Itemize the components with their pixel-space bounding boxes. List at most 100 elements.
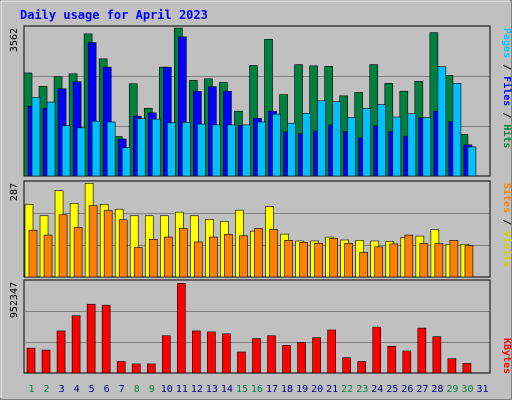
bar-kbytes-day-13 bbox=[207, 331, 216, 374]
bar-sites-day-26 bbox=[404, 234, 414, 278]
bar-sites-day-8 bbox=[133, 247, 143, 278]
legend-separator: / bbox=[501, 213, 512, 231]
bar-sites-day-12 bbox=[194, 241, 203, 278]
x-label-day-18: 18 bbox=[281, 384, 293, 395]
x-label-day-7: 7 bbox=[119, 384, 125, 395]
bar-sites-day-2 bbox=[43, 234, 53, 278]
bar-kbytes-day-29 bbox=[447, 358, 457, 374]
panel-0-max-label: 3562 bbox=[9, 28, 20, 52]
x-label-day-29: 29 bbox=[446, 384, 458, 395]
x-label-day-12: 12 bbox=[191, 384, 203, 395]
bar-kbytes-day-27 bbox=[417, 327, 427, 374]
bar-pages-day-12 bbox=[197, 123, 206, 177]
bar-kbytes-day-3 bbox=[56, 330, 66, 374]
x-label-day-30: 30 bbox=[461, 384, 473, 395]
bar-kbytes-day-10 bbox=[161, 335, 171, 374]
bar-pages-day-15 bbox=[242, 124, 251, 177]
bar-kbytes-day-28 bbox=[432, 336, 442, 374]
bar-kbytes-day-26 bbox=[402, 350, 412, 374]
bar-kbytes-day-7 bbox=[116, 361, 126, 374]
x-label-day-13: 13 bbox=[206, 384, 218, 395]
x-label-day-16: 16 bbox=[251, 384, 263, 395]
legend-separator: / bbox=[501, 58, 512, 76]
bar-pages-day-18 bbox=[287, 122, 296, 177]
x-label-day-26: 26 bbox=[401, 384, 413, 395]
x-label-day-24: 24 bbox=[371, 384, 383, 395]
bar-sites-day-22 bbox=[344, 242, 353, 278]
bar-sites-day-30 bbox=[464, 245, 474, 278]
bar-kbytes-day-2 bbox=[41, 349, 51, 374]
x-label-day-28: 28 bbox=[431, 384, 443, 395]
bar-pages-day-1 bbox=[31, 97, 41, 177]
x-label-day-11: 11 bbox=[176, 384, 188, 395]
bar-sites-day-9 bbox=[148, 239, 158, 278]
panel-0-legend: Pages / Files / Hits bbox=[501, 28, 512, 148]
x-label-day-27: 27 bbox=[416, 384, 428, 395]
chart-title: Daily usage for April 2023 bbox=[20, 8, 208, 22]
bar-pages-day-3 bbox=[61, 125, 71, 177]
panel-1-legend: Sites / Visits bbox=[501, 183, 512, 267]
bar-pages-day-25 bbox=[392, 116, 402, 177]
bar-pages-day-9 bbox=[151, 118, 161, 177]
bar-sites-day-25 bbox=[389, 243, 399, 278]
legend-separator: / bbox=[501, 106, 512, 124]
x-label-day-17: 17 bbox=[266, 384, 278, 395]
legend-pages: Pages bbox=[501, 28, 512, 58]
bar-kbytes-day-24 bbox=[372, 326, 382, 374]
bar-pages-day-21 bbox=[332, 101, 341, 177]
bar-kbytes-day-4 bbox=[71, 315, 81, 374]
bar-pages-day-27 bbox=[422, 117, 432, 177]
bar-pages-day-6 bbox=[106, 121, 116, 177]
bar-kbytes-day-14 bbox=[222, 333, 231, 374]
bar-sites-day-14 bbox=[224, 234, 233, 278]
bar-pages-day-4 bbox=[76, 127, 86, 177]
bar-pages-day-30 bbox=[467, 146, 477, 177]
bar-pages-day-13 bbox=[212, 124, 221, 177]
bar-pages-day-24 bbox=[377, 104, 387, 177]
bar-sites-day-3 bbox=[58, 214, 68, 278]
bar-sites-day-24 bbox=[374, 246, 384, 278]
bar-sites-day-4 bbox=[73, 227, 83, 278]
x-label-day-9: 9 bbox=[149, 384, 155, 395]
bar-pages-day-22 bbox=[347, 117, 356, 177]
bar-pages-day-8 bbox=[136, 118, 146, 177]
x-label-day-14: 14 bbox=[221, 384, 233, 395]
bar-pages-day-5 bbox=[91, 120, 101, 177]
x-label-day-15: 15 bbox=[236, 384, 248, 395]
x-label-day-5: 5 bbox=[89, 384, 95, 395]
bar-sites-day-19 bbox=[299, 241, 308, 278]
bar-sites-day-16 bbox=[254, 228, 263, 278]
x-label-day-10: 10 bbox=[161, 384, 173, 395]
bar-sites-day-28 bbox=[434, 243, 444, 278]
bar-kbytes-day-1 bbox=[26, 347, 36, 374]
bar-sites-day-6 bbox=[103, 210, 113, 278]
bar-pages-day-2 bbox=[46, 101, 56, 177]
legend-hits: Hits bbox=[501, 124, 512, 148]
bar-pages-day-29 bbox=[452, 83, 462, 177]
bar-pages-day-14 bbox=[227, 124, 236, 177]
bar-sites-day-11 bbox=[179, 228, 188, 278]
bar-pages-day-19 bbox=[302, 112, 311, 177]
bar-kbytes-day-22 bbox=[342, 357, 351, 374]
bar-sites-day-15 bbox=[239, 235, 248, 278]
bar-kbytes-day-12 bbox=[192, 330, 201, 374]
x-label-day-20: 20 bbox=[311, 384, 323, 395]
bar-pages-day-17 bbox=[272, 113, 281, 177]
panel-1-max-label: 287 bbox=[9, 183, 20, 201]
bar-pages-day-26 bbox=[407, 113, 417, 177]
bar-kbytes-day-25 bbox=[387, 345, 397, 374]
x-label-day-3: 3 bbox=[59, 384, 65, 395]
bar-kbytes-day-23 bbox=[357, 361, 367, 374]
bar-sites-day-7 bbox=[118, 219, 128, 278]
bar-sites-day-17 bbox=[269, 229, 278, 278]
bar-sites-day-21 bbox=[329, 238, 338, 278]
bar-sites-day-13 bbox=[209, 236, 218, 278]
bar-sites-day-20 bbox=[314, 242, 323, 278]
bar-pages-day-10 bbox=[166, 122, 176, 177]
x-label-day-23: 23 bbox=[356, 384, 368, 395]
bar-pages-day-11 bbox=[182, 122, 191, 177]
bar-pages-day-20 bbox=[317, 100, 326, 177]
legend-kbytes: KBytes bbox=[501, 338, 512, 374]
legend-sites: Sites bbox=[501, 183, 512, 213]
bar-kbytes-day-21 bbox=[327, 329, 336, 374]
